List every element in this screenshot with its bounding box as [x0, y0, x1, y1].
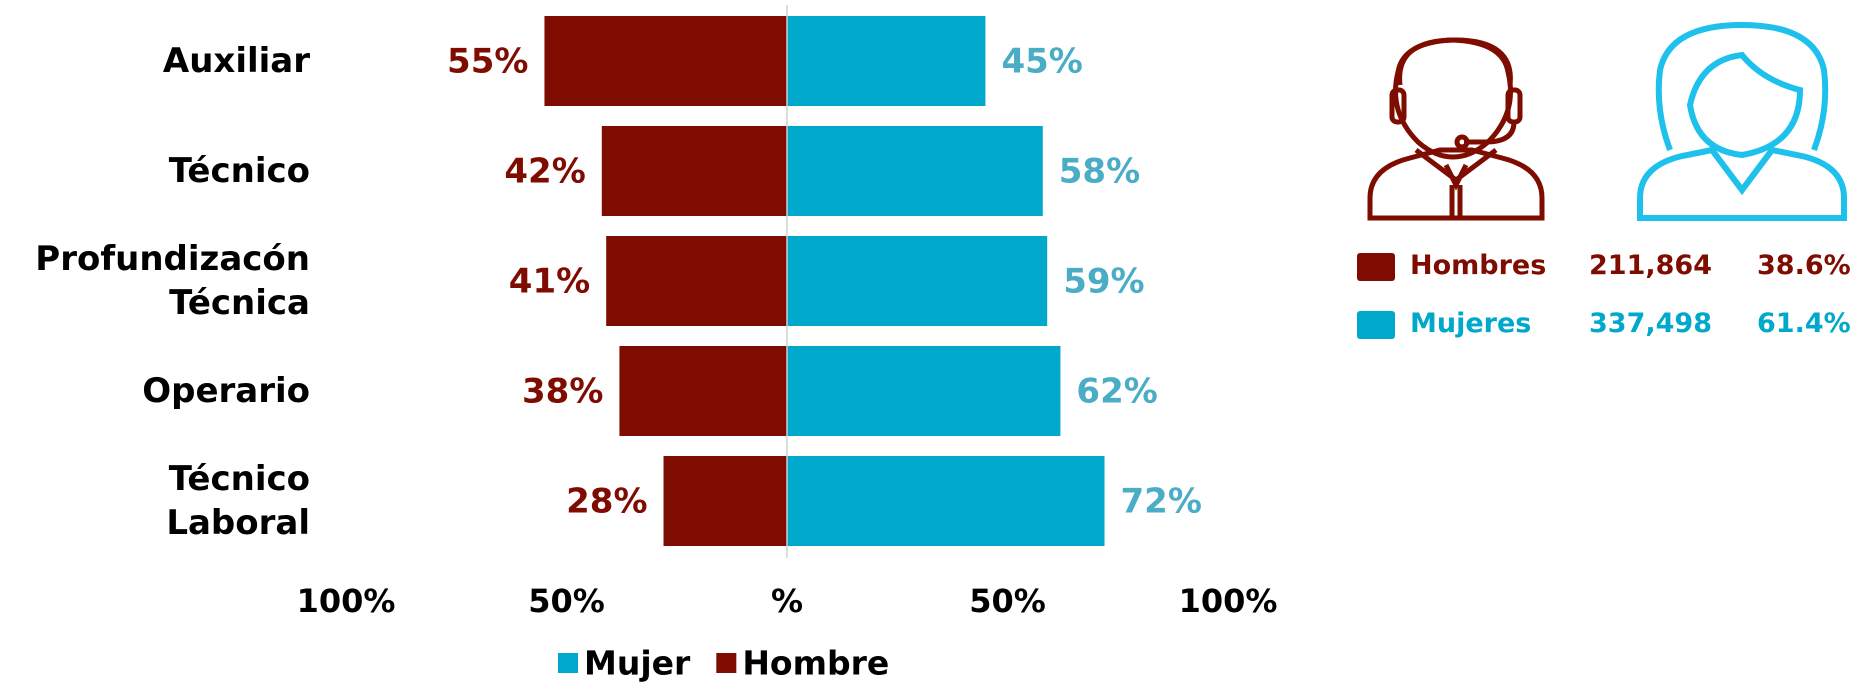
x-tick-label: 50%: [969, 582, 1046, 620]
value-label: 59%: [1063, 262, 1144, 302]
summary-count: 337,498: [1589, 308, 1712, 339]
value-label: 62%: [1076, 372, 1157, 412]
category-label: Técnico: [168, 151, 310, 191]
value-label: 72%: [1121, 482, 1202, 522]
x-tick-label: %: [771, 582, 803, 620]
bar: [544, 16, 787, 106]
value-label: 58%: [1059, 152, 1140, 192]
summary-share: 61.4%: [1757, 308, 1851, 339]
woman-icon: [1637, 21, 1847, 221]
legend-label: Hombre: [742, 644, 889, 683]
bar: [787, 126, 1043, 216]
bar: [787, 346, 1061, 436]
bar: [787, 16, 986, 106]
category-label: Operario: [142, 371, 310, 411]
x-tick-label: 100%: [297, 582, 396, 620]
value-label: 45%: [1001, 42, 1082, 82]
man-icon: [1367, 37, 1545, 221]
legend-swatch: [1357, 253, 1395, 281]
bar: [601, 126, 787, 216]
bar: [619, 346, 787, 436]
value-label: 55%: [447, 42, 528, 82]
value-label: 41%: [509, 262, 590, 302]
legend-label: Mujer: [584, 644, 691, 683]
value-label: 38%: [522, 372, 603, 412]
bar: [787, 236, 1048, 326]
category-label: Técnico Laboral: [166, 459, 310, 543]
bar: [606, 236, 787, 326]
summary-share: 38.6%: [1757, 250, 1851, 281]
category-label: Auxiliar: [162, 41, 310, 81]
legend-swatch: [558, 653, 578, 673]
category-label: Profundizacón Técnica: [35, 239, 310, 323]
x-tick-label: 50%: [528, 582, 605, 620]
summary-count: 211,864: [1589, 250, 1712, 281]
value-label: 42%: [504, 152, 585, 192]
value-label: 28%: [566, 482, 647, 522]
bar: [663, 456, 787, 546]
legend-swatch: [1357, 311, 1395, 339]
summary-label: Mujeres: [1410, 308, 1532, 339]
legend-swatch: [716, 653, 737, 673]
summary-label: Hombres: [1410, 250, 1547, 281]
x-tick-label: 100%: [1179, 582, 1278, 620]
bar: [787, 456, 1105, 546]
